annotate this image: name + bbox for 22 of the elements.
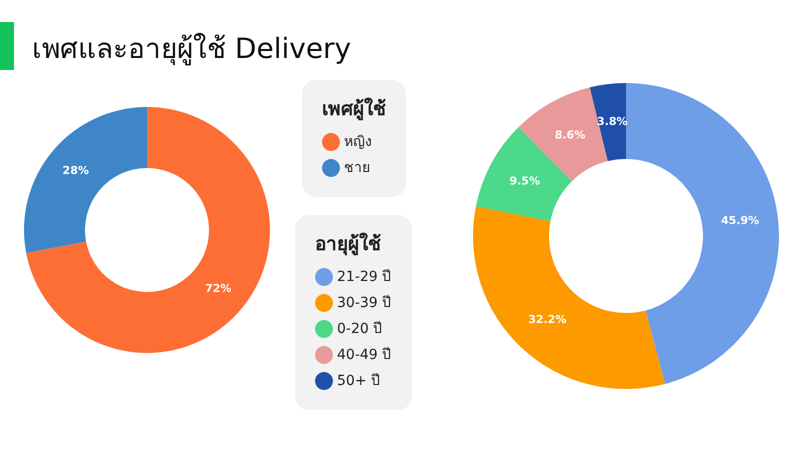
legend-label: 21-29 ปี [337, 269, 392, 285]
donut-slice [26, 107, 270, 353]
donut-slice [626, 83, 779, 384]
data-label: 3.8% [597, 114, 628, 128]
data-label: 45.9% [720, 214, 760, 228]
data-label: 8.6% [554, 128, 586, 142]
donut-slice [473, 206, 665, 389]
legend-label: 50+ ปี [337, 373, 380, 389]
legend-label: หญิง [344, 134, 372, 150]
legend-label: ชาย [344, 160, 370, 176]
data-label: 32.2% [528, 312, 566, 326]
legend-label: 0-20 ปี [337, 321, 382, 337]
donut-slice [590, 83, 626, 162]
donut-slice [24, 107, 147, 254]
legend-title: อายุผู้ใช้ [315, 232, 381, 256]
data-label: 72% [205, 282, 232, 295]
data-label: 28% [62, 164, 89, 178]
legend-label: 30-39 ปี [337, 295, 392, 311]
data-label: 9.5% [509, 174, 540, 188]
legend-label: 40-49 ปี [337, 347, 392, 363]
chart-title: เพศและอายุผู้ใช้ Delivery [32, 31, 352, 68]
legend-title: เพศผู้ใช้ [322, 97, 386, 121]
